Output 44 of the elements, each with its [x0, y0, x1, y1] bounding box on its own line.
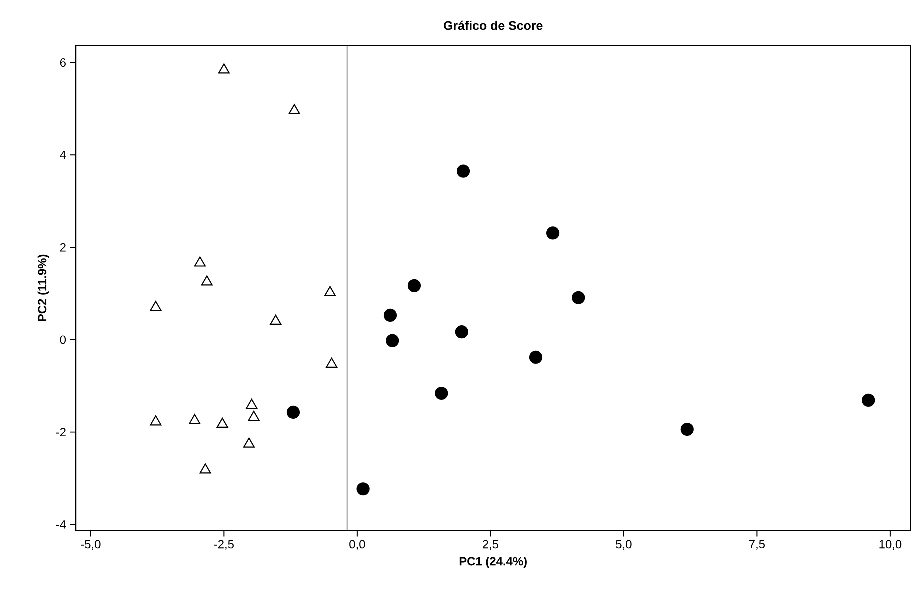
x-tick-label: 2,5	[482, 540, 498, 550]
point	[386, 334, 400, 348]
x-tick-label: -5,0	[81, 540, 101, 550]
point	[572, 291, 586, 304]
x-tick-label: 10,0	[880, 540, 902, 550]
point	[546, 226, 560, 240]
y-tick-label: -2	[56, 428, 66, 436]
point	[680, 422, 694, 436]
x-tick-label: 5,0	[616, 540, 632, 550]
point	[216, 418, 228, 428]
point	[194, 256, 206, 267]
point	[246, 398, 258, 410]
point	[455, 326, 468, 339]
point	[189, 414, 201, 424]
y-tick-label: 2	[60, 243, 66, 252]
chart-title: Gráfico de Score	[444, 20, 543, 30]
y-tick-label: 6	[60, 58, 66, 68]
point	[408, 279, 422, 292]
point	[150, 301, 162, 312]
point	[243, 438, 255, 448]
point	[288, 104, 300, 114]
point	[270, 314, 282, 326]
x-tick-label: -2,5	[214, 540, 234, 550]
point	[456, 164, 470, 178]
point	[384, 308, 398, 322]
x-tick-label: 7,5	[750, 540, 765, 550]
point	[435, 386, 448, 400]
point	[529, 350, 543, 364]
point	[200, 464, 212, 474]
point	[326, 358, 338, 368]
point	[150, 416, 162, 426]
point	[286, 406, 300, 419]
point	[356, 482, 370, 496]
point	[201, 276, 213, 286]
x-axis-title: PC1 (24.4%)	[460, 556, 527, 568]
point	[218, 64, 230, 74]
x-tick-label: 0,0	[350, 540, 366, 550]
y-tick-label: 0	[60, 336, 66, 344]
point	[324, 286, 336, 296]
y-tick-label: -4	[56, 520, 66, 529]
y-axis-title: PC2 (11.9%)	[38, 254, 50, 322]
point	[862, 394, 876, 407]
y-tick-label: 4	[60, 151, 66, 160]
point	[248, 410, 260, 422]
